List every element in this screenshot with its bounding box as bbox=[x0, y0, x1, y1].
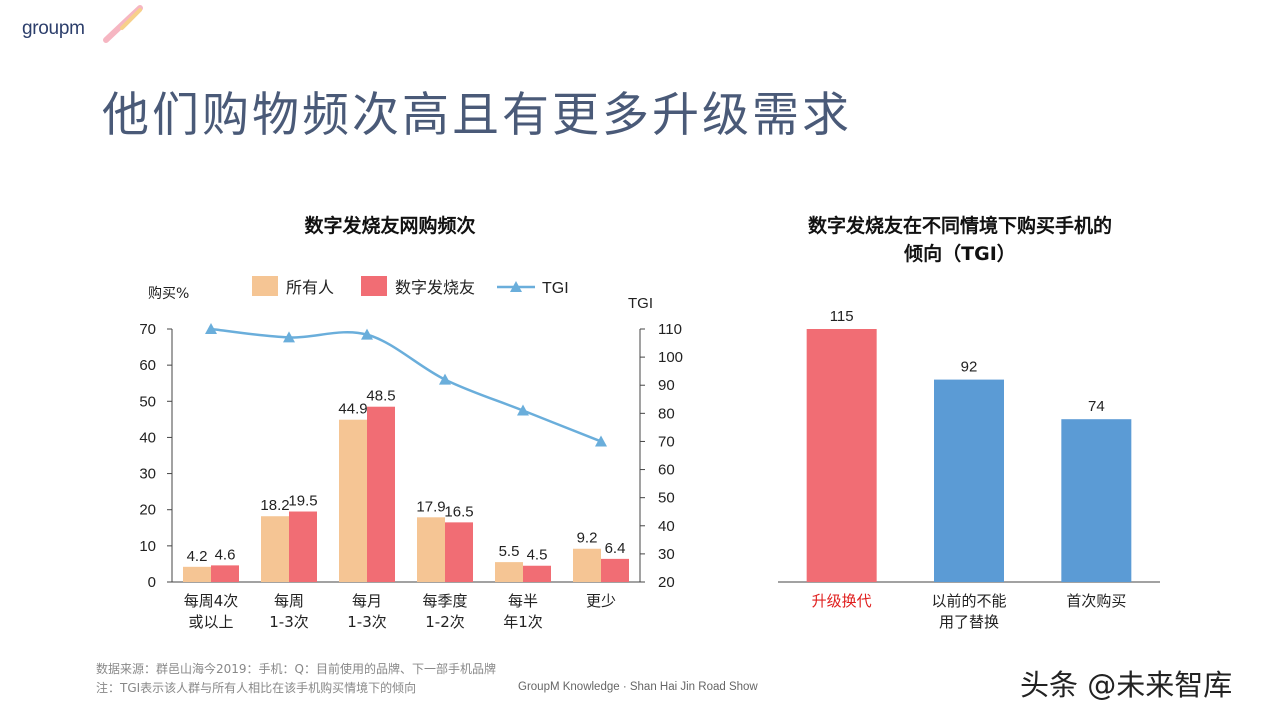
chart1-x-tick-label: 每周4次 bbox=[184, 592, 239, 610]
chart1-y-axis-title: 购买% bbox=[148, 286, 189, 302]
chart2-title-line2: 倾向（TGI） bbox=[904, 243, 1016, 265]
chart2-x-tick-label: 用了替换 bbox=[939, 613, 999, 631]
chart1-label-fans: 6.4 bbox=[605, 540, 626, 557]
source-note: 数据来源：群邑山海今2019：手机：Q：目前使用的品牌、下一部手机品牌 bbox=[96, 662, 496, 676]
chart1-bar-fans bbox=[211, 565, 239, 582]
chart1-label-fans: 48.5 bbox=[366, 388, 395, 405]
chart1-x-tick-label: 每半 bbox=[508, 592, 538, 610]
chart1-tgi-marker bbox=[205, 323, 217, 334]
chart1-label-all: 9.2 bbox=[577, 530, 598, 547]
chart1-y2-tick-label: 100 bbox=[658, 349, 683, 366]
legend-swatch-fans bbox=[361, 276, 387, 296]
chart1-x-tick-label: 年1次 bbox=[503, 613, 543, 631]
chart1-y-tick-label: 70 bbox=[139, 321, 156, 338]
chart1-x-tick-label: 1-2次 bbox=[425, 613, 465, 631]
chart1-y-tick-label: 50 bbox=[139, 393, 156, 410]
legend-label-tgi: TGI bbox=[542, 280, 569, 297]
chart1-bar-fans bbox=[367, 406, 395, 582]
chart1-label-all: 17.9 bbox=[416, 498, 445, 515]
chart1-tgi-marker bbox=[283, 331, 295, 343]
chart2-x-tick-label: 首次购买 bbox=[1066, 592, 1126, 610]
chart1-label-fans: 19.5 bbox=[288, 493, 317, 510]
chart1-label-all: 44.9 bbox=[338, 401, 367, 418]
chart1-y2-tick-label: 80 bbox=[658, 405, 675, 422]
chart1-tgi-line bbox=[210, 327, 602, 443]
chart1-title: 数字发烧友网购频次 bbox=[304, 215, 476, 237]
chart1-label-all: 5.5 bbox=[499, 543, 520, 560]
chart1-tgi-marker bbox=[595, 435, 607, 447]
chart1-bar-all bbox=[183, 566, 211, 582]
chart2-bar bbox=[1061, 419, 1132, 582]
chart1-bar-all bbox=[573, 548, 601, 582]
credit-note: GroupM Knowledge · Shan Hai Jin Road Sho… bbox=[518, 681, 758, 693]
chart1-bar-all bbox=[261, 516, 289, 582]
chart2-value-label: 115 bbox=[830, 308, 854, 325]
chart1-y2-tick-label: 60 bbox=[658, 462, 675, 479]
chart1-y-tick-label: 40 bbox=[139, 429, 156, 446]
chart1-bar-fans bbox=[289, 511, 317, 582]
chart2-value-label: 92 bbox=[961, 359, 978, 376]
chart1-tgi-marker bbox=[439, 373, 451, 385]
chart1-x-tick-label: 每周 bbox=[274, 592, 304, 610]
legend-label-fans: 数字发烧友 bbox=[395, 278, 475, 297]
logo-stripe-mark bbox=[103, 5, 143, 43]
chart1-x-tick-label: 每月 bbox=[352, 592, 382, 610]
chart2-bar bbox=[934, 379, 1004, 582]
chart1-label-all: 4.2 bbox=[187, 548, 208, 565]
chart1-bar-fans bbox=[445, 522, 473, 582]
chart1-x-tick-label: 更少 bbox=[586, 592, 616, 610]
chart1-y-tick-label: 10 bbox=[139, 538, 156, 555]
chart1-x-tick-label: 每季度 bbox=[422, 592, 467, 610]
chart1-y2-tick-label: 70 bbox=[658, 433, 675, 450]
chart2-title: 数字发烧友在不同情境下购买手机的 倾向（TGI） bbox=[740, 212, 1180, 268]
chart1-y-tick-label: 20 bbox=[139, 502, 156, 519]
chart1-bar-fans bbox=[601, 558, 629, 582]
chart1-y-tick-label: 60 bbox=[139, 357, 156, 374]
chart1-bar-all bbox=[495, 562, 523, 582]
chart1-x-tick-label: 1-3次 bbox=[269, 613, 309, 631]
chart1-bar-all bbox=[417, 517, 445, 582]
chart1-y2-tick-label: 110 bbox=[658, 321, 682, 338]
groupm-logo: groupm bbox=[22, 18, 85, 39]
chart2-title-line1: 数字发烧友在不同情境下购买手机的 bbox=[807, 215, 1112, 237]
chart1-label-fans: 4.5 bbox=[527, 547, 548, 564]
chart2-x-tick-label: 升级换代 bbox=[812, 592, 872, 610]
slide-title: 他们购物频次高且有更多升级需求 bbox=[102, 88, 852, 143]
chart1-label-fans: 4.6 bbox=[215, 546, 236, 563]
chart1-y2-tick-label: 30 bbox=[658, 546, 675, 563]
chart1-label-all: 18.2 bbox=[260, 497, 289, 514]
chart1-y2-tick-label: 50 bbox=[658, 490, 675, 507]
chart1-tgi-marker bbox=[517, 404, 529, 416]
chart1-y2-tick-label: 40 bbox=[658, 518, 675, 535]
chart1-x-tick-label: 1-3次 bbox=[347, 613, 387, 631]
legend-swatch-all bbox=[252, 276, 278, 296]
chart1-y2-tick-label: 90 bbox=[658, 377, 675, 394]
chart1-bar-fans bbox=[523, 565, 551, 582]
chart1-tgi-marker bbox=[361, 328, 373, 340]
tgi-note: 注：TGI表示该人群与所有人相比在该手机购买情境下的倾向 bbox=[96, 681, 417, 695]
chart2-value-label: 74 bbox=[1088, 398, 1105, 415]
legend-label-all: 所有人 bbox=[286, 278, 334, 297]
chart1-x-tick-label: 或以上 bbox=[188, 613, 233, 631]
chart2-x-tick-label: 以前的不能 bbox=[931, 592, 1006, 610]
chart1-y2-tick-label: 20 bbox=[658, 574, 675, 591]
chart1-y2-axis-title: TGI bbox=[628, 295, 653, 312]
chart1-label-fans: 16.5 bbox=[444, 503, 473, 520]
legend-marker-tgi bbox=[510, 281, 522, 292]
chart1-bar-all bbox=[339, 419, 367, 582]
chart2-bar bbox=[806, 329, 877, 582]
watermark: 头条 @未来智库 bbox=[1020, 668, 1233, 702]
chart1-y-tick-label: 0 bbox=[148, 574, 156, 591]
chart1-y-tick-label: 30 bbox=[139, 466, 156, 483]
